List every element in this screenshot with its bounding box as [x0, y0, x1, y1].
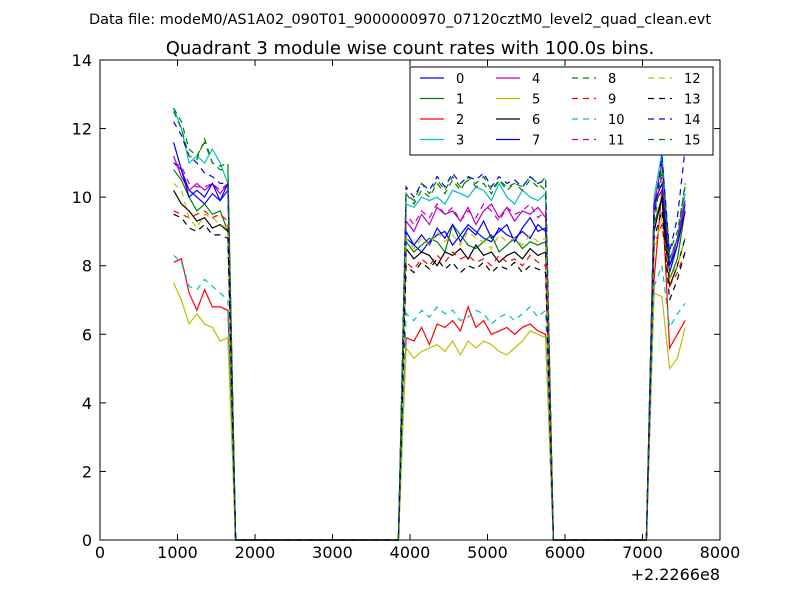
- legend-label-12: 12: [684, 72, 701, 87]
- x-tick-label: 4000: [390, 543, 431, 562]
- y-tick-label: 8: [82, 257, 92, 276]
- series-line-0: [173, 162, 686, 541]
- x-axis-offset-label: +2.2266e8: [631, 565, 720, 584]
- legend-label-1: 1: [456, 93, 464, 108]
- y-tick-label: 2: [82, 462, 92, 481]
- legend-label-2: 2: [456, 113, 464, 128]
- y-tick-label: 12: [72, 120, 92, 139]
- chart-title: Quadrant 3 module wise count rates with …: [166, 38, 655, 59]
- x-tick-label: 2000: [235, 543, 276, 562]
- series-line-5: [173, 282, 686, 541]
- series-line-8: [173, 107, 686, 541]
- plot-area-frame: [99, 59, 721, 541]
- series-line-7: [173, 142, 686, 541]
- legend-label-15: 15: [684, 134, 701, 149]
- series-line-3: [173, 107, 686, 541]
- x-tick-label: 1000: [157, 543, 198, 562]
- chart-suptitle: Data file: modeM0/AS1A02_090T01_90000009…: [89, 12, 711, 28]
- legend-label-3: 3: [456, 134, 464, 149]
- y-tick-label: 4: [82, 394, 92, 413]
- series-line-12: [173, 182, 686, 541]
- legend-box: [409, 66, 714, 156]
- x-tick-label: 0: [95, 543, 105, 562]
- series-line-14: [173, 121, 686, 541]
- y-tick-label: 10: [72, 188, 92, 207]
- legend-label-7: 7: [532, 134, 540, 149]
- x-tick-label: 5000: [467, 543, 508, 562]
- legend-label-5: 5: [532, 93, 540, 108]
- legend-label-9: 9: [608, 93, 616, 108]
- y-tick-label: 14: [72, 51, 92, 70]
- x-tick-label: 7000: [622, 543, 663, 562]
- legend-label-8: 8: [608, 72, 616, 87]
- series-line-9: [173, 210, 686, 541]
- legend-label-13: 13: [684, 93, 701, 108]
- legend-label-11: 11: [608, 134, 625, 149]
- legend-label-6: 6: [532, 113, 540, 128]
- series-line-13: [173, 210, 686, 541]
- series-line-15: [173, 111, 686, 541]
- legend-label-14: 14: [684, 113, 701, 128]
- x-tick-label: 6000: [545, 543, 586, 562]
- y-tick-label: 6: [82, 325, 92, 344]
- plot-lines: [173, 107, 686, 541]
- x-tick-label: 8000: [700, 543, 741, 562]
- y-tick-label: 0: [82, 531, 92, 550]
- series-line-10: [173, 254, 686, 541]
- x-tick-label: 3000: [312, 543, 353, 562]
- axis-ticks: 0 1000 2000 3000 4000 5000 6000 7000 80000246810…: [72, 51, 741, 562]
- series-line-11: [173, 162, 686, 541]
- legend-label-4: 4: [532, 72, 540, 87]
- legend-label-0: 0: [456, 72, 464, 87]
- legend-label-10: 10: [608, 113, 625, 128]
